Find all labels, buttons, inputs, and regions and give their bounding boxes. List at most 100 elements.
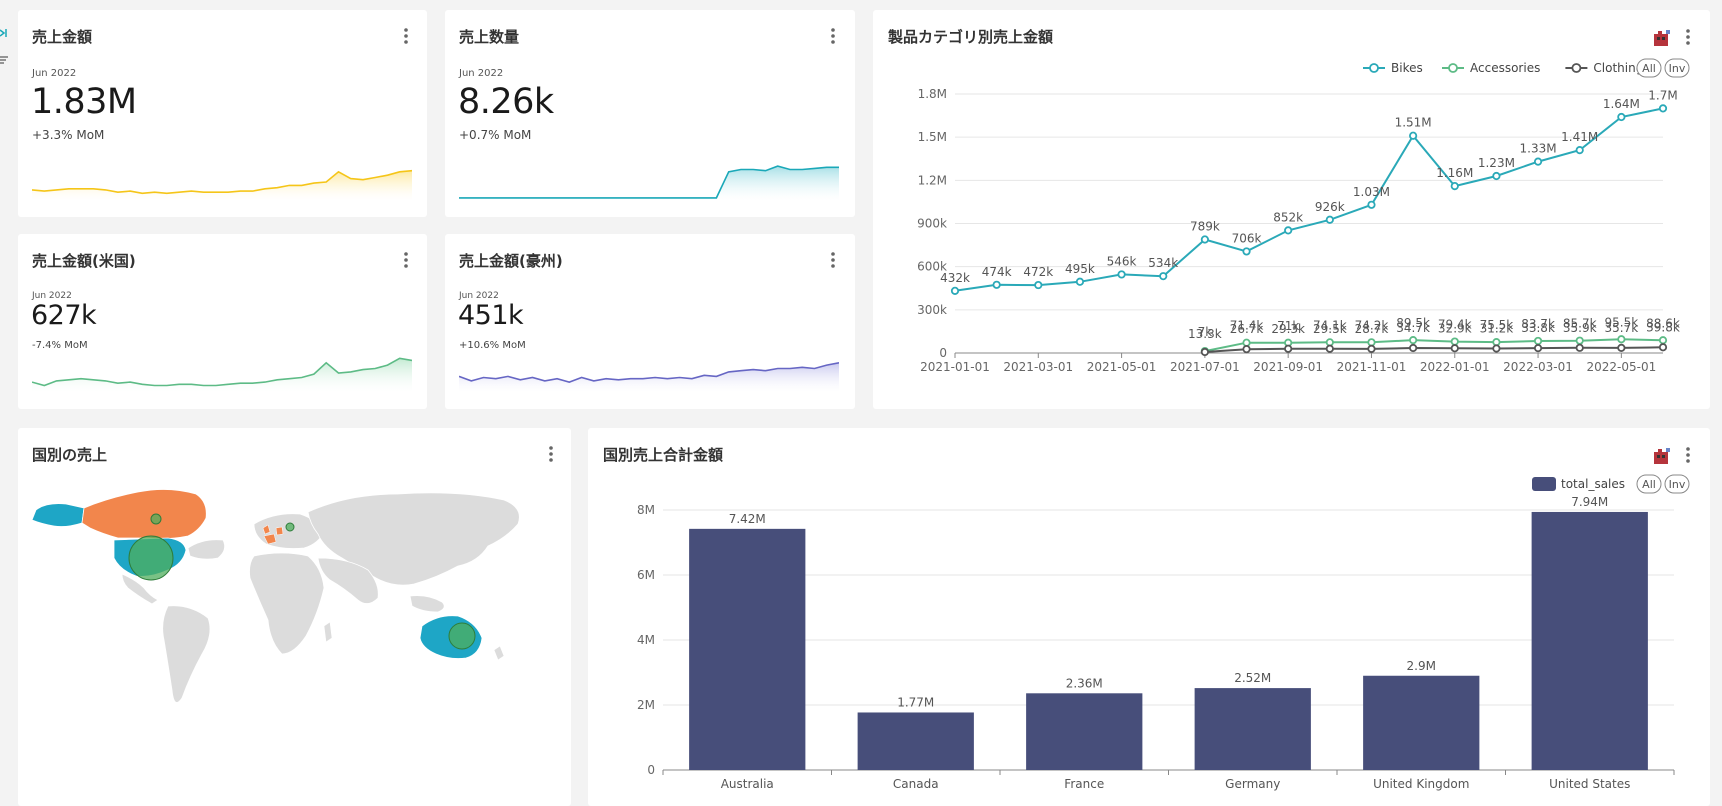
data-label: 32.9k xyxy=(1438,321,1472,335)
legend-total-sales[interactable]: total_sales xyxy=(1532,477,1625,491)
kpi-date: Jun 2022 xyxy=(459,68,504,79)
x-tick-label: United States xyxy=(1549,777,1630,791)
bar[interactable] xyxy=(1026,693,1143,770)
sparkline-area xyxy=(459,362,839,392)
y-tick-label: 0 xyxy=(647,763,655,777)
more-menu-icon[interactable] xyxy=(826,251,840,269)
data-point xyxy=(1575,343,1584,352)
data-label: 71.4k xyxy=(1230,319,1264,333)
sparkline-line xyxy=(459,362,839,383)
ai-extension-icon[interactable] xyxy=(1651,28,1673,48)
data-point xyxy=(1367,344,1376,353)
x-tick-label: France xyxy=(1064,777,1104,791)
world-map[interactable] xyxy=(18,428,571,806)
map-land xyxy=(323,621,333,643)
map-bubble-australia[interactable] xyxy=(448,622,476,650)
bar[interactable] xyxy=(1194,688,1311,770)
pill-label: Inv xyxy=(1669,62,1686,75)
series-line-accessories xyxy=(1204,338,1664,353)
data-point xyxy=(1159,272,1168,281)
kpi-mom-change: -7.4% MoM xyxy=(32,340,88,351)
data-label: 31.2k xyxy=(1480,322,1514,336)
data-point xyxy=(1492,171,1501,181)
bar[interactable] xyxy=(689,528,806,770)
legend-marker xyxy=(1571,63,1582,73)
data-label: 474k xyxy=(982,265,1012,279)
data-point xyxy=(1575,336,1584,345)
kpi-mom-change: +0.7% MoM xyxy=(459,128,532,142)
legend-invert-button[interactable]: Inv xyxy=(1664,474,1690,494)
data-point xyxy=(950,286,960,295)
data-point xyxy=(1034,280,1043,290)
data-point xyxy=(992,280,1001,289)
bar[interactable] xyxy=(1531,511,1648,770)
collapse-icon[interactable] xyxy=(0,22,10,72)
ai-extension-icon[interactable] xyxy=(1651,446,1673,466)
data-label: 85.7k xyxy=(1563,317,1597,331)
kpi-value: 627k xyxy=(31,300,97,331)
x-tick-label: 2021-07-01 xyxy=(1170,360,1240,374)
legend-label: total_sales xyxy=(1561,477,1625,491)
x-tick-label: 2021-01-01 xyxy=(920,360,990,374)
data-label: 74.1k xyxy=(1313,318,1347,332)
data-point xyxy=(1617,112,1626,122)
bar-chart: 0 2M 4M 6M 8M 7.42M Australia 1.77M Canada 2.36M F… xyxy=(637,474,1690,791)
kpi-date: Jun 2022 xyxy=(32,68,77,79)
map-land xyxy=(249,552,325,655)
data-label: 546k xyxy=(1107,254,1137,268)
bar-value-label: 2.36M xyxy=(1066,676,1103,690)
y-tick-label: 1.8M xyxy=(918,87,947,101)
kpi-card-sales-us: 売上金額(米国) Jun 2022 627k -7.4% MoM xyxy=(18,234,427,409)
more-menu-icon[interactable] xyxy=(1681,446,1695,464)
data-point xyxy=(1658,104,1668,113)
legend-clothing[interactable]: Clothing xyxy=(1565,61,1643,75)
data-label: 71k xyxy=(1277,319,1299,333)
kpi-value: 8.26k xyxy=(458,82,554,122)
legend-swatch xyxy=(1532,477,1556,491)
data-point xyxy=(1242,345,1251,354)
sparkline-line xyxy=(459,165,839,199)
bar[interactable] xyxy=(857,712,974,770)
more-menu-icon[interactable] xyxy=(544,445,558,463)
data-point xyxy=(1325,338,1334,347)
legend-bikes[interactable]: Bikes xyxy=(1363,61,1423,75)
map-region-uk xyxy=(262,524,271,535)
data-label: 495k xyxy=(1065,262,1095,276)
map-region-france xyxy=(263,533,277,545)
data-label: 789k xyxy=(1190,219,1220,233)
data-point xyxy=(1242,338,1251,347)
data-point xyxy=(1450,337,1459,346)
kpi-mom-change: +10.6% MoM xyxy=(459,340,526,351)
legend-accessories[interactable]: Accessories xyxy=(1442,61,1540,75)
data-point xyxy=(1284,226,1293,235)
data-label: 95.5k xyxy=(1605,315,1639,329)
country-map-panel: 国別の売上 xyxy=(18,428,571,806)
card-title: 売上金額(米国) xyxy=(32,252,136,270)
data-label: 1.51M xyxy=(1395,116,1432,130)
y-tick-label: 4M xyxy=(637,633,655,647)
legend-marker xyxy=(1369,63,1379,73)
data-label: 534k xyxy=(1148,256,1178,270)
map-land xyxy=(162,605,211,703)
more-menu-icon[interactable] xyxy=(826,27,840,45)
sparkline-area xyxy=(32,358,412,392)
x-tick-label: United Kingdom xyxy=(1373,777,1469,791)
legend-all-button[interactable]: All xyxy=(1636,474,1662,494)
legend-invert-button[interactable]: Inv xyxy=(1664,58,1690,78)
bar[interactable] xyxy=(1363,675,1480,770)
more-menu-icon[interactable] xyxy=(399,27,413,45)
map-bubble-usa[interactable] xyxy=(128,535,174,581)
legend-all-button[interactable]: All xyxy=(1636,58,1662,78)
data-label: 75.5k xyxy=(1480,318,1514,332)
map-bubble-canada[interactable] xyxy=(150,513,162,525)
x-tick-label: 2021-11-01 xyxy=(1337,360,1407,374)
map-bubble-uk[interactable] xyxy=(285,522,295,532)
data-label: 74.2k xyxy=(1355,318,1389,332)
x-tick-label: 2022-05-01 xyxy=(1586,360,1656,374)
x-tick-label: Australia xyxy=(721,777,774,791)
data-point xyxy=(1367,338,1376,347)
more-menu-icon[interactable] xyxy=(399,251,413,269)
more-menu-icon[interactable] xyxy=(1681,28,1695,46)
pill-border xyxy=(1664,474,1690,494)
data-label: 472k xyxy=(1023,265,1053,279)
